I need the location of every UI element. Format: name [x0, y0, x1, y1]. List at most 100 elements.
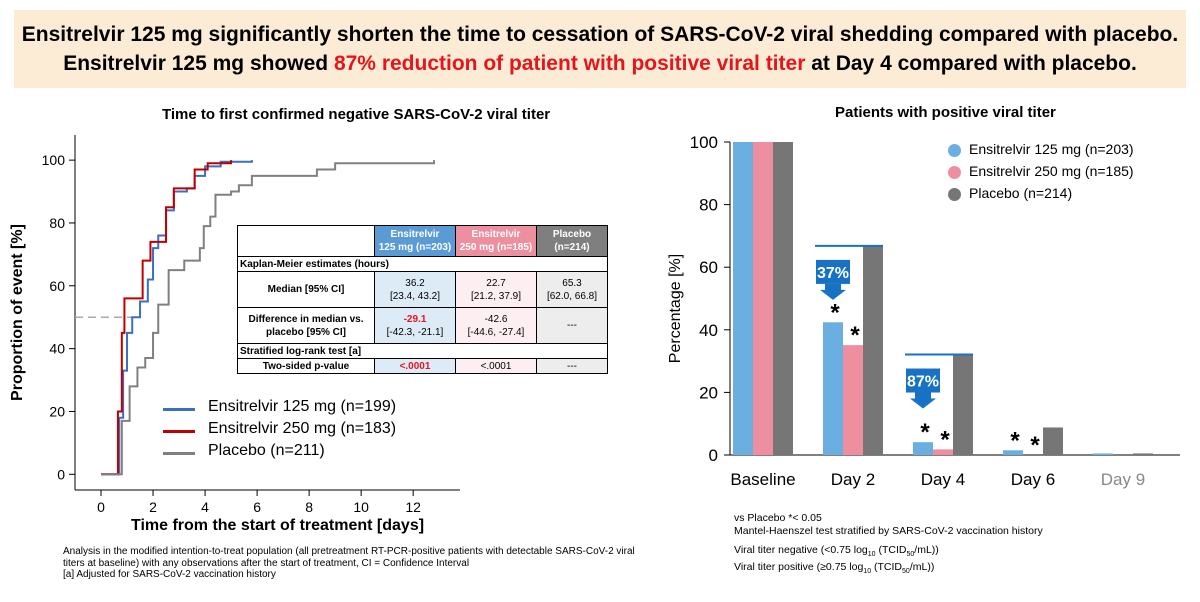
- headline-line-2-pre: Ensitrelvir 125 mg showed: [63, 52, 334, 75]
- bar-placebo: [863, 245, 883, 455]
- legend-label-e125: Ensitrelvir 125 mg (n=203): [969, 141, 1134, 157]
- table-header-e125: Ensitrelvir 125 mg (n=203): [374, 225, 456, 257]
- note-log-sub: 10: [867, 551, 876, 559]
- x-tick-label: 2: [149, 499, 157, 515]
- headline-line-2-post: at Day 4 compared with placebo.: [805, 52, 1137, 75]
- table-section-logrank: Stratified log-rank test [a]: [237, 343, 608, 359]
- x-tick-label: 12: [405, 499, 421, 515]
- note-tcid-sub: 50: [906, 551, 915, 559]
- km-curve-e125: [101, 160, 253, 476]
- table-label-median: Median [95% CI]: [237, 271, 375, 308]
- table-median-e125: 36.2 [23.4, 43.2]: [374, 271, 456, 308]
- legend-label-e250: Ensitrelvir 250 mg (n=183): [208, 420, 397, 437]
- y-tick-label: 0: [709, 446, 718, 465]
- reduction-arrow-icon: [910, 392, 936, 409]
- y-axis-label: Proportion of event [%]: [9, 224, 26, 401]
- footnote-line: [a] Adjusted for SARS-CoV-2 vaccination …: [63, 569, 276, 580]
- bar-placebo: [773, 142, 793, 455]
- x-category-label: Day 2: [831, 470, 875, 489]
- table-header-e250: Ensitrelvir 250 mg (n=185): [455, 225, 537, 257]
- note-neg-text: Viral titer negative (<0.75 log: [734, 544, 868, 556]
- x-category-label: Day 9: [1101, 470, 1145, 489]
- significance-marker: *: [940, 426, 950, 453]
- x-category-label: Day 6: [1011, 470, 1055, 489]
- table-section-km: Kaplan-Meier estimates (hours): [237, 256, 608, 272]
- bar-e125: [733, 142, 753, 455]
- median-value: 22.7: [486, 277, 506, 289]
- legend-swatch-e250: [163, 430, 195, 433]
- table-pvalue-e250: <.0001: [455, 358, 537, 374]
- table-label-pvalue: Two-sided p-value: [237, 358, 375, 374]
- significance-marker: *: [830, 299, 840, 326]
- km-curve-e250: [101, 160, 233, 476]
- y-tick-label: 80: [49, 215, 65, 231]
- x-tick-label: 6: [253, 499, 261, 515]
- bar-placebo: [1133, 453, 1153, 455]
- legend-label-placebo: Placebo (n=211): [208, 442, 325, 459]
- x-tick-label: 10: [353, 499, 369, 515]
- bar-chart-title: Patients with positive viral titer: [835, 104, 1056, 121]
- y-tick-label: 100: [690, 133, 718, 152]
- bar-e125: [1003, 450, 1023, 455]
- x-tick-label: 8: [305, 499, 313, 515]
- reduction-label: 87%: [907, 374, 939, 391]
- y-axis-label: Percentage [%]: [667, 254, 684, 363]
- note-tcid: (TCID: [871, 561, 903, 574]
- y-tick-label: 100: [42, 152, 66, 168]
- diff-value: -42.6: [484, 313, 508, 325]
- note-tcid: (TCID: [875, 544, 907, 556]
- diff-value: ---: [567, 320, 577, 331]
- km-chart-title: Time to first confirmed negative SARS-Co…: [162, 106, 551, 123]
- legend-label-placebo: Placebo (n=214): [969, 185, 1073, 201]
- y-tick-label: 20: [49, 403, 65, 419]
- table-header-e125-text: Ensitrelvir 125 mg (n=203): [378, 229, 452, 253]
- table-corner: [237, 225, 375, 257]
- median-ci: [62.0, 66.8]: [546, 290, 598, 302]
- significance-marker: *: [850, 322, 860, 349]
- headline-banner: Ensitrelvir 125 mg significantly shorten…: [14, 10, 1186, 88]
- diff-ci: [-42.3, -21.1]: [386, 326, 444, 338]
- bar-e125: [1093, 453, 1113, 455]
- note-tcid-post: /mL)): [909, 561, 935, 574]
- x-axis-label: Time from the start of treatment [days]: [131, 517, 424, 534]
- diff-ci: [-44.6, -27.4]: [467, 326, 525, 338]
- y-tick-label: 40: [49, 341, 65, 357]
- y-tick-label: 40: [699, 321, 718, 340]
- bar-e125: [913, 442, 933, 455]
- median-ci: [23.4, 43.2]: [389, 290, 441, 302]
- note-tcid-sub: 50: [902, 568, 910, 576]
- legend-label-e125: Ensitrelvir 125 mg (n=199): [208, 398, 397, 415]
- diff-value: -29.1: [403, 313, 427, 325]
- reduction-arrow-icon: [820, 283, 846, 300]
- note-test: Mantel-Haenszel test stratified by SARS-…: [734, 525, 1043, 537]
- x-category-label: Day 4: [921, 470, 965, 489]
- km-curve-placebo: [101, 160, 435, 476]
- table-median-e250: 22.7 [21.2, 37.9]: [455, 271, 537, 308]
- legend-label-e250: Ensitrelvir 250 mg (n=185): [969, 163, 1134, 179]
- legend-dot-e125: [948, 144, 961, 157]
- note-tcid-post: /mL)): [914, 544, 939, 556]
- table-header-placebo: Placebo (n=214): [536, 225, 608, 257]
- y-tick-label: 80: [699, 196, 718, 215]
- note-pos-text: Viral titer positive (≥0.75 log: [734, 561, 864, 574]
- bar-placebo: [953, 354, 973, 455]
- bar-e125: [823, 322, 843, 455]
- footnote-line: titers at baseline) with any observation…: [63, 557, 470, 569]
- note-log-sub: 10: [863, 568, 872, 576]
- right-footnote: vs Placebo *< 0.05 Mantel-Haenszel test …: [734, 512, 1043, 578]
- km-estimates-table: Ensitrelvir 125 mg (n=203) Ensitrelvir 250…: [237, 225, 608, 374]
- median-value: 36.2: [405, 277, 425, 289]
- reduction-box: [816, 259, 850, 284]
- y-tick-label: 60: [699, 258, 718, 277]
- x-category-label: Baseline: [730, 470, 795, 489]
- x-tick-label: 4: [201, 499, 209, 515]
- bar-e250: [753, 142, 773, 455]
- reduction-box: [906, 368, 940, 393]
- bar-e250: [933, 449, 953, 455]
- table-label-diff: Difference in median vs. placebo [95% CI…: [237, 307, 375, 344]
- table-pvalue-e125: <.0001: [374, 358, 456, 374]
- left-footnote: Analysis in the modified intention-to-tr…: [63, 546, 673, 581]
- y-tick-label: 60: [49, 278, 65, 294]
- significance-marker: *: [920, 419, 930, 446]
- median-ci: [21.2, 37.9]: [470, 290, 522, 302]
